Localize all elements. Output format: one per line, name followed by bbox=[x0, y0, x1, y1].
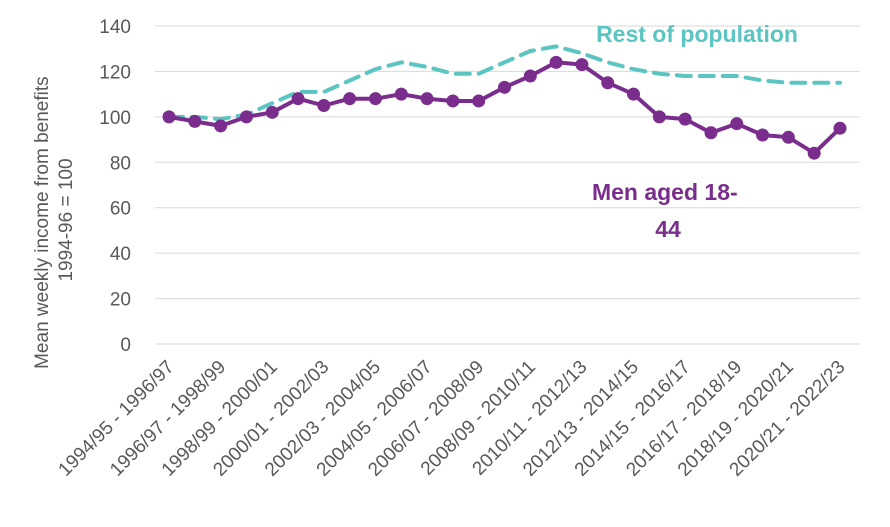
data-point-men-aged-18-44 bbox=[549, 55, 563, 69]
data-point-men-aged-18-44 bbox=[472, 94, 486, 108]
y-axis-title-line-2: 1994-96 = 100 bbox=[56, 158, 77, 281]
data-point-men-aged-18-44 bbox=[368, 92, 382, 106]
y-axis-title-line-1: Mean weekly income from benefits bbox=[32, 76, 53, 369]
data-point-men-aged-18-44 bbox=[807, 146, 821, 160]
data-point-men-aged-18-44 bbox=[833, 121, 847, 135]
data-point-men-aged-18-44 bbox=[781, 130, 795, 144]
data-point-men-aged-18-44 bbox=[704, 126, 718, 140]
gridlines bbox=[155, 25, 860, 345]
series-label-men-aged-18-44: Men aged 18- 44 bbox=[592, 179, 744, 242]
data-point-men-aged-18-44 bbox=[678, 112, 692, 126]
series-lines bbox=[162, 44, 847, 160]
data-point-men-aged-18-44 bbox=[730, 117, 744, 131]
data-point-men-aged-18-44 bbox=[575, 58, 589, 72]
data-point-men-aged-18-44 bbox=[446, 94, 460, 108]
data-point-men-aged-18-44 bbox=[317, 99, 331, 112]
series-label-men-line-1: Men aged 18- bbox=[592, 179, 738, 205]
data-point-men-aged-18-44 bbox=[188, 114, 202, 128]
data-point-men-aged-18-44 bbox=[239, 110, 253, 124]
y-tick-label: 0 bbox=[120, 335, 131, 356]
data-point-men-aged-18-44 bbox=[162, 110, 176, 124]
series-line-rest-of-population bbox=[167, 44, 842, 122]
y-tick-label: 40 bbox=[110, 244, 131, 265]
y-tick-label: 140 bbox=[99, 17, 131, 38]
data-point-men-aged-18-44 bbox=[627, 87, 641, 101]
y-tick-label: 120 bbox=[99, 62, 131, 83]
y-tick-label: 60 bbox=[110, 199, 131, 220]
series-label-men-line-2: 44 bbox=[655, 216, 681, 242]
data-point-men-aged-18-44 bbox=[756, 128, 770, 142]
y-axis-title: Mean weekly income from benefits 1994-96… bbox=[32, 71, 77, 369]
data-point-men-aged-18-44 bbox=[291, 92, 305, 106]
series-label-rest-of-population: Rest of population bbox=[596, 21, 798, 47]
y-tick-label: 100 bbox=[99, 108, 131, 129]
data-point-men-aged-18-44 bbox=[214, 119, 228, 133]
y-tick-label: 80 bbox=[110, 153, 131, 174]
data-point-men-aged-18-44 bbox=[652, 110, 666, 124]
data-point-men-aged-18-44 bbox=[498, 80, 511, 94]
y-tick-label: 20 bbox=[110, 290, 131, 311]
data-point-men-aged-18-44 bbox=[343, 92, 357, 106]
data-point-men-aged-18-44 bbox=[601, 76, 615, 90]
data-point-men-aged-18-44 bbox=[420, 92, 434, 106]
data-point-men-aged-18-44 bbox=[394, 87, 408, 101]
data-point-men-aged-18-44 bbox=[265, 105, 279, 119]
data-point-men-aged-18-44 bbox=[523, 69, 537, 83]
y-axis-tick-labels: 0 20 40 60 80 100 120 140 bbox=[99, 17, 131, 356]
